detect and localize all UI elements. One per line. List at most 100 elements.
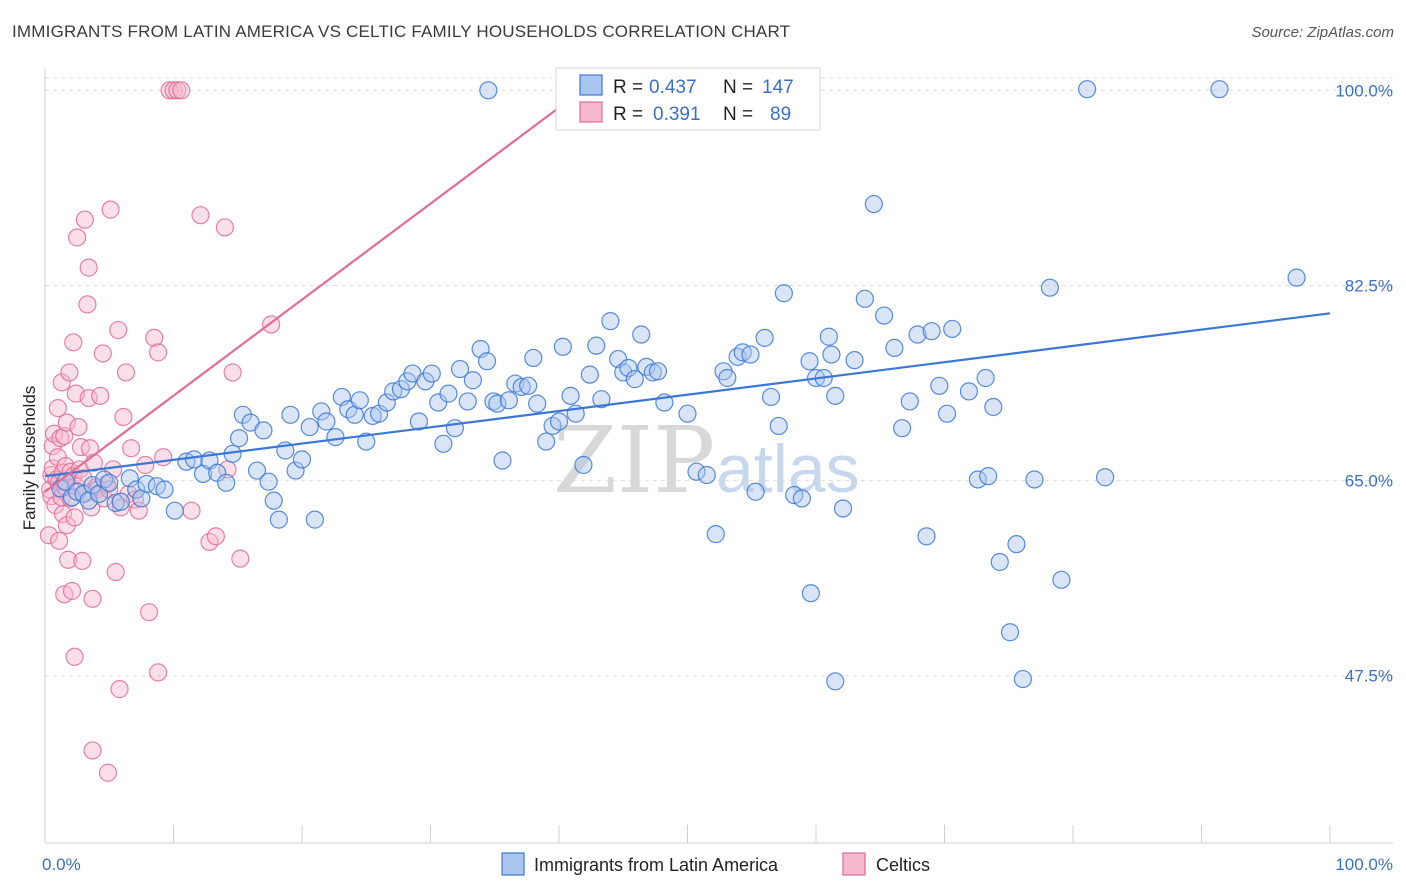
data-point (741, 345, 760, 364)
data-point (819, 327, 838, 346)
data-point (922, 322, 941, 341)
data-point (326, 428, 345, 447)
data-point (148, 663, 168, 682)
legend-r-label-blue: R = (613, 77, 643, 98)
data-point (91, 386, 110, 405)
legend-r-value-pink: 0.391 (653, 104, 701, 125)
y-tick-label: 65.0% (1345, 472, 1393, 491)
data-point (499, 391, 518, 410)
bottom-legend: Immigrants from Latin America Celtics (501, 852, 930, 876)
data-point (377, 393, 396, 412)
data-point (1000, 623, 1020, 642)
data-point (1096, 468, 1115, 487)
data-point (208, 463, 227, 482)
data-point (1013, 669, 1032, 689)
data-point (574, 455, 593, 475)
data-point (312, 402, 331, 421)
data-point (524, 348, 543, 368)
data-point (774, 284, 793, 303)
data-point (937, 404, 957, 423)
data-point (80, 439, 100, 458)
data-point (317, 412, 336, 431)
y-tick-labels: 47.5% 65.0% 82.5% 100.0% (1335, 81, 1393, 685)
data-point (93, 344, 112, 363)
trend-line-pink (44, 82, 592, 493)
data-point (463, 371, 483, 390)
data-point (292, 450, 312, 469)
data-point (65, 508, 84, 527)
data-point (549, 412, 569, 431)
data-point (206, 527, 226, 546)
data-point (53, 504, 73, 524)
legend-n-value-blue: 147 (762, 77, 794, 98)
data-point (800, 352, 819, 371)
legend-n-label-blue: N = (723, 77, 753, 98)
data-point (101, 200, 120, 219)
data-point (761, 387, 781, 407)
data-point (148, 343, 168, 362)
data-point (445, 419, 465, 438)
data-point (48, 399, 67, 418)
data-point (697, 465, 716, 485)
data-point (57, 413, 76, 432)
source-label: Source: ZipAtlas.com (1251, 24, 1394, 41)
data-point (826, 386, 845, 405)
data-point (746, 482, 765, 501)
data-point (984, 397, 1003, 417)
data-point (127, 480, 146, 499)
data-point (1007, 535, 1026, 554)
data-point (217, 473, 236, 492)
data-point (1210, 80, 1229, 99)
x-tick-label-max: 100.0% (1335, 855, 1393, 874)
data-point (357, 432, 376, 451)
data-point (822, 345, 841, 364)
data-point (229, 429, 249, 448)
data-point (132, 489, 151, 508)
data-point (561, 386, 580, 405)
x-tick-label-min: 0.0% (42, 855, 81, 874)
legend-r-label-pink: R = (613, 104, 643, 125)
data-point (98, 763, 118, 782)
data-point (1040, 278, 1059, 297)
data-point (231, 549, 250, 568)
data-point (755, 328, 774, 347)
data-point (1078, 80, 1097, 99)
y-tick-label: 47.5% (1345, 667, 1393, 686)
data-point (769, 416, 788, 436)
data-point (833, 499, 853, 518)
watermark-atlas: atlas (716, 431, 860, 507)
data-point (79, 258, 98, 277)
data-point (908, 325, 927, 344)
data-point (968, 470, 988, 489)
data-point (182, 501, 201, 520)
y-tick-label: 82.5% (1345, 276, 1393, 295)
data-point (68, 228, 87, 247)
data-point (632, 325, 651, 344)
data-point (83, 741, 102, 760)
data-point (52, 373, 71, 392)
y-tick-label: 100.0% (1335, 81, 1393, 100)
data-point (164, 81, 183, 100)
data-point (350, 391, 369, 410)
data-point (223, 363, 242, 382)
legend-swatch-blue (579, 74, 603, 96)
data-point (580, 365, 599, 384)
watermark-zip: ZIP (553, 407, 715, 514)
data-point (191, 206, 210, 225)
data-point (73, 551, 92, 570)
data-point (488, 394, 507, 413)
data-point (269, 510, 288, 529)
data-point (930, 376, 949, 395)
data-point (114, 407, 133, 427)
data-point (477, 352, 497, 371)
data-point (57, 516, 76, 535)
data-point (254, 421, 273, 440)
data-point (345, 405, 364, 424)
legend-n-value-pink: 89 (770, 104, 791, 125)
data-point (1287, 268, 1306, 287)
data-point (976, 368, 995, 388)
data-point (943, 319, 962, 339)
data-point (687, 462, 706, 481)
data-point (286, 461, 305, 480)
data-point (553, 337, 572, 356)
